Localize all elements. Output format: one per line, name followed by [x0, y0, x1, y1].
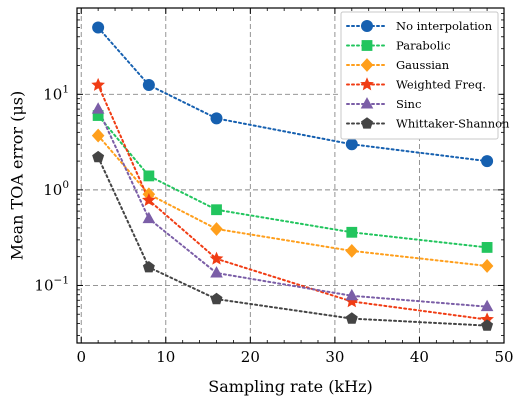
data-point-sinc — [345, 288, 359, 301]
data-point-weighted-freq — [91, 77, 105, 91]
data-point-gaussian — [480, 259, 494, 273]
data-point-gaussian — [210, 222, 223, 236]
data-point-weighted-freq — [344, 294, 359, 308]
x-tick-label: 50 — [494, 348, 513, 366]
legend-label-gaussian: Gaussian — [396, 58, 450, 72]
data-point-whittaker-shannon — [92, 150, 105, 163]
data-point-sinc — [480, 299, 494, 312]
y-tick-label: 101 — [43, 83, 69, 103]
data-point-sinc — [142, 211, 156, 224]
data-point-parabolic — [481, 242, 493, 253]
legend-box — [340, 11, 499, 140]
series-line-gaussian — [97, 134, 489, 267]
legend-marker-gaussian — [360, 58, 374, 72]
x-tick-label: 10 — [156, 348, 175, 366]
x-tick-label: 40 — [410, 348, 429, 366]
data-point-no-interpolation — [92, 21, 105, 34]
x-tick-label: 0 — [76, 348, 86, 366]
legend: No interpolation Parabolic Gaussian Weighte… — [340, 11, 510, 140]
data-point-parabolic — [143, 170, 155, 182]
data-point-no-interpolation — [142, 79, 155, 92]
legend-marker-whittaker-shannon — [361, 117, 373, 129]
y-tick-label: 100 — [43, 179, 69, 199]
data-point-sinc — [210, 266, 223, 278]
data-point-parabolic — [211, 204, 222, 216]
legend-label-no-interpolation: No interpolation — [396, 19, 493, 33]
x-tick-label: 20 — [241, 348, 260, 366]
data-point-whittaker-shannon — [345, 312, 358, 324]
data-point-whittaker-shannon — [210, 292, 223, 305]
data-point-no-interpolation — [345, 138, 358, 151]
axis-ticks: 0 10 20 30 40 50 10−1 100 101 — [34, 7, 514, 366]
legend-marker-weighted-freq — [360, 77, 374, 91]
data-point-parabolic — [346, 226, 358, 238]
data-point-gaussian — [345, 243, 359, 258]
data-point-no-interpolation — [481, 155, 494, 168]
plot-frame — [76, 7, 505, 344]
data-point-no-interpolation — [210, 112, 223, 125]
data-point-parabolic — [92, 110, 104, 121]
data-point-gaussian — [91, 128, 105, 143]
x-axis-label: Sampling rate (kHz) — [208, 377, 373, 396]
y-tick-label: 10−1 — [34, 274, 69, 294]
legend-label-sinc: Sinc — [396, 97, 421, 111]
x-tick-label: 30 — [325, 348, 344, 366]
data-point-weighted-freq — [142, 192, 156, 207]
y-axis-label: Mean TOA error (μs) — [8, 91, 27, 260]
legend-label-parabolic: Parabolic — [396, 39, 451, 53]
legend-label-whittaker-shannon: Whittaker-Shannon — [396, 117, 510, 131]
legend-marker-parabolic — [361, 40, 373, 51]
data-point-whittaker-shannon — [481, 319, 494, 331]
data-point-whittaker-shannon — [142, 260, 155, 273]
data-point-sinc — [91, 102, 105, 114]
legend-marker-sinc — [360, 97, 374, 109]
legend-marker-no-interpolation — [361, 20, 373, 32]
series-markers — [91, 21, 494, 331]
legend-label-weighted-freq: Weighted Freq. — [396, 78, 486, 92]
data-point-weighted-freq — [209, 251, 224, 265]
